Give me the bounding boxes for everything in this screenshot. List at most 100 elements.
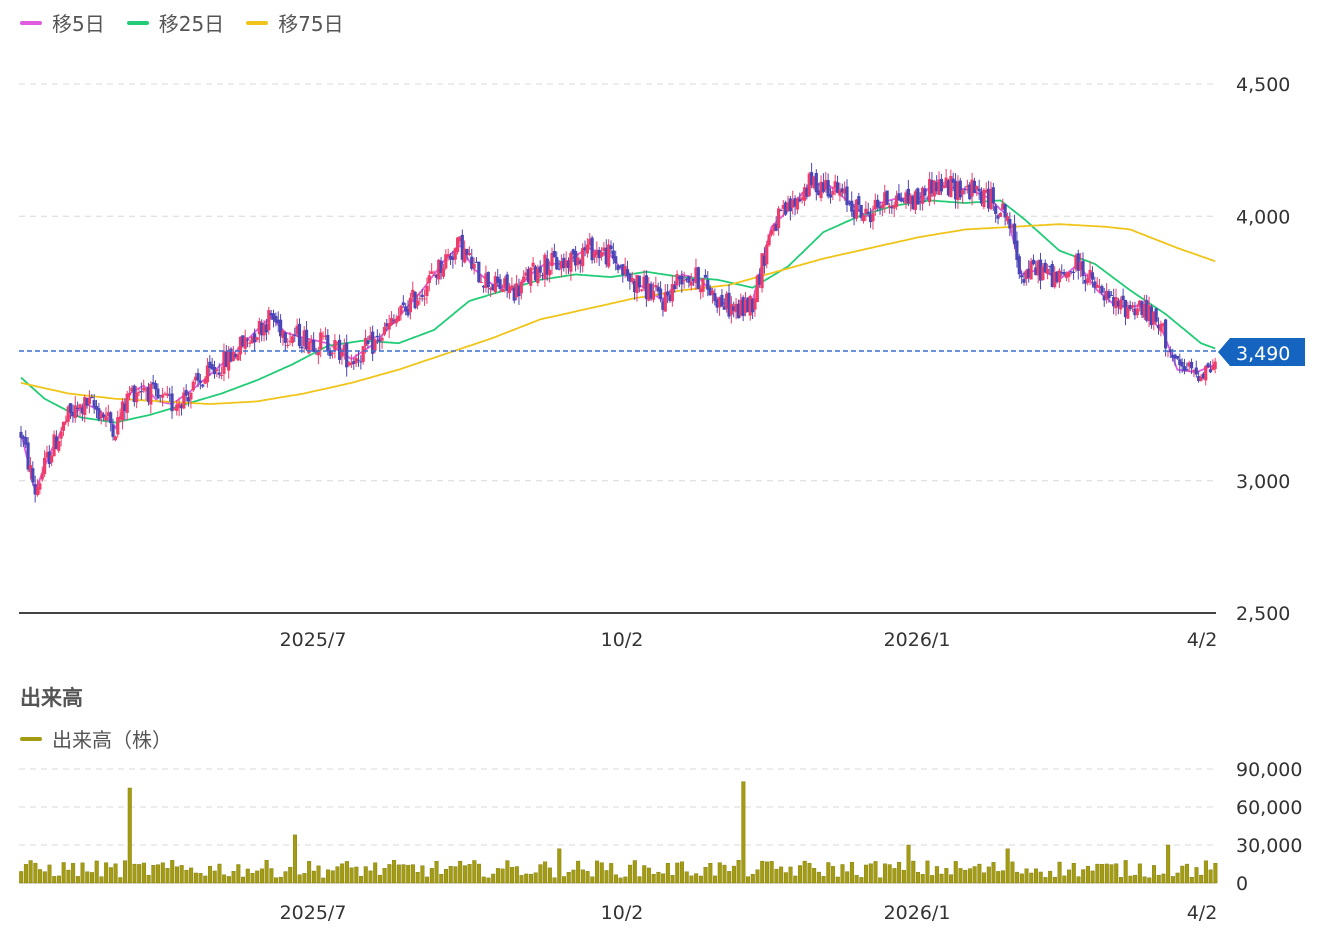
candle-body — [715, 299, 719, 308]
candle-body — [149, 383, 153, 405]
candle-body — [271, 313, 276, 320]
candle-body — [430, 271, 434, 274]
volume-bar — [939, 873, 944, 884]
candle-body — [71, 411, 75, 417]
candle-body — [725, 293, 729, 309]
candle-body — [484, 273, 488, 288]
volume-bar — [368, 870, 373, 884]
volume-bar — [698, 875, 703, 884]
volume-bar — [510, 867, 515, 884]
legend-label-ma5: 移5日 — [52, 12, 105, 36]
volume-bar — [1199, 874, 1204, 884]
volume-bar — [1052, 876, 1057, 884]
volume-bar — [911, 860, 916, 884]
candle-body — [1112, 296, 1116, 307]
candle-body — [1093, 281, 1097, 288]
candle-body — [939, 178, 943, 192]
candle-body — [1164, 319, 1168, 349]
candle-body — [1008, 218, 1012, 229]
candle-body — [373, 339, 377, 351]
legend-item-ma25[interactable]: 移25日 — [126, 8, 225, 37]
volume-bar — [75, 876, 80, 884]
volume-bar — [972, 866, 977, 884]
candle-body — [401, 302, 405, 306]
candle-body — [566, 260, 571, 269]
volume-bar — [66, 869, 71, 884]
candle-body — [1211, 366, 1215, 371]
candle-body — [826, 180, 830, 197]
volume-bar — [826, 862, 831, 884]
volume-bar — [38, 869, 43, 884]
volume-bar — [302, 873, 307, 884]
volume-bar — [174, 866, 179, 884]
volume-bar — [1033, 868, 1038, 884]
candle-body — [621, 264, 625, 275]
volume-bar — [528, 873, 533, 884]
candle-body — [1079, 261, 1083, 271]
volume-bar — [722, 864, 727, 884]
candle-body — [99, 413, 103, 419]
candle-body — [1046, 268, 1050, 274]
volume-bar — [835, 876, 840, 884]
candle-body — [1034, 267, 1038, 276]
candle-body — [1020, 275, 1024, 278]
candle-body — [217, 372, 221, 375]
candle-body — [897, 193, 901, 201]
volume-bar — [859, 877, 864, 884]
candle-body — [90, 396, 94, 399]
volume-bar — [113, 863, 118, 884]
volume-bar — [28, 860, 33, 884]
legend-item-ma5[interactable]: 移5日 — [20, 8, 105, 37]
candle-body — [604, 247, 608, 265]
candle-body — [184, 390, 188, 396]
candle-body — [1050, 264, 1054, 288]
candle-body — [24, 437, 28, 445]
candle-body — [406, 308, 410, 316]
candle-body — [942, 187, 946, 189]
volume-legend[interactable]: 出来高（株） — [20, 724, 172, 753]
volume-bar — [1208, 869, 1213, 884]
candle-body — [852, 209, 856, 218]
candle-body — [524, 272, 528, 276]
volume-bar — [689, 875, 694, 884]
candle-body — [873, 200, 877, 210]
volume-y-tick-label: 60,000 — [1236, 797, 1302, 819]
candle-body — [397, 316, 401, 322]
candle-body — [1201, 373, 1205, 379]
candle-body — [236, 354, 240, 361]
candle-body — [1185, 369, 1189, 371]
volume-bar — [982, 872, 987, 884]
candle-body — [1003, 204, 1007, 218]
volume-bar — [783, 872, 788, 884]
volume-bar — [854, 875, 859, 884]
candle-body — [810, 172, 814, 185]
volume-bar — [1213, 863, 1218, 884]
candle-body — [784, 202, 788, 215]
candle-body — [340, 350, 344, 357]
candle-body — [517, 285, 521, 297]
legend-label-ma25: 移25日 — [158, 12, 225, 36]
candle-body — [227, 349, 231, 371]
candle-body — [564, 260, 568, 268]
candle-body — [1086, 278, 1090, 283]
candle-body — [1105, 290, 1109, 300]
candle-body — [158, 395, 162, 397]
moving-average-lines — [20, 183, 1216, 495]
candle-body — [758, 274, 762, 285]
volume-bar — [283, 871, 288, 884]
candle-body — [545, 258, 549, 275]
volume-bar — [71, 863, 76, 884]
candle-body — [1149, 306, 1154, 326]
candle-body — [1123, 299, 1128, 318]
candle-body — [932, 180, 936, 197]
candle-body — [1102, 295, 1106, 301]
candle-body — [684, 278, 689, 280]
legend-item-ma75[interactable]: 移75日 — [246, 8, 344, 37]
candle-body — [843, 188, 847, 194]
candle-body — [602, 247, 606, 251]
candle-body — [161, 394, 165, 398]
volume-bar — [415, 872, 420, 884]
volume-bar — [363, 866, 368, 884]
candle-body — [961, 190, 965, 195]
volume-bar — [1076, 876, 1081, 884]
